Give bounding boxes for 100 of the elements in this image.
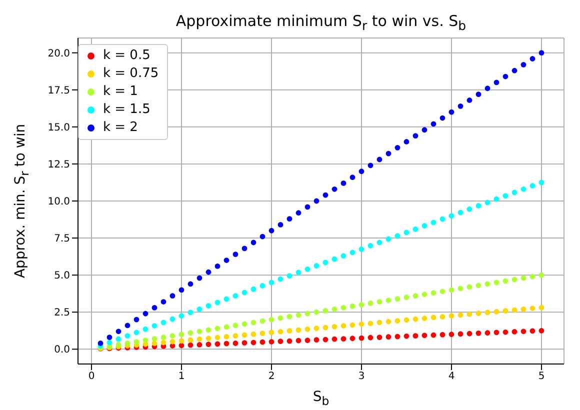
point — [332, 256, 338, 262]
point — [98, 340, 104, 346]
point — [214, 300, 220, 306]
point — [314, 309, 320, 315]
point — [286, 216, 292, 222]
point — [116, 336, 122, 342]
point — [368, 243, 374, 248]
point — [304, 266, 310, 272]
point — [358, 302, 364, 308]
point — [224, 324, 230, 330]
point — [376, 156, 382, 162]
point — [260, 330, 266, 336]
point — [170, 293, 176, 299]
point — [538, 50, 544, 56]
point — [152, 336, 158, 342]
point — [358, 335, 364, 341]
point — [376, 334, 382, 340]
y-tick-label: 7.5 — [54, 234, 70, 245]
y-tick-label: 20.0 — [48, 48, 70, 60]
point — [178, 287, 184, 293]
y-tick-label: 2.5 — [54, 308, 70, 319]
point — [476, 282, 482, 288]
point — [278, 276, 284, 282]
point — [422, 223, 428, 228]
point — [466, 330, 472, 336]
point — [458, 331, 464, 337]
point — [376, 240, 382, 246]
point — [538, 180, 544, 186]
point — [530, 56, 536, 62]
point — [476, 92, 482, 98]
point — [368, 162, 374, 168]
point — [142, 326, 148, 332]
point — [304, 338, 310, 343]
point — [368, 300, 374, 306]
point — [250, 340, 256, 346]
point — [394, 233, 400, 239]
point — [530, 183, 536, 188]
point — [286, 273, 292, 279]
point — [332, 336, 338, 342]
point — [340, 323, 346, 328]
point — [178, 313, 184, 319]
point — [512, 190, 518, 196]
point — [224, 334, 230, 340]
point — [296, 327, 302, 333]
point — [512, 328, 518, 334]
point — [332, 324, 338, 330]
point — [224, 296, 230, 302]
point — [250, 320, 256, 326]
point — [242, 290, 248, 296]
point — [350, 336, 356, 342]
point — [142, 338, 148, 343]
point — [250, 332, 256, 337]
point — [160, 299, 166, 304]
point — [206, 342, 212, 347]
point — [368, 320, 374, 326]
point — [502, 278, 508, 284]
y-tick-label: 0.0 — [54, 344, 70, 356]
point — [404, 294, 410, 300]
point — [196, 342, 202, 348]
x-tick-label: 1 — [178, 371, 185, 382]
point — [116, 328, 122, 334]
point — [188, 337, 194, 343]
point — [448, 287, 454, 293]
chart-title: Approximate minimum S$_{r}$ to win vs. S$_{b}$ — [174, 12, 468, 33]
point — [440, 288, 446, 294]
y-tick-label: 10.0 — [48, 196, 70, 208]
point — [512, 307, 518, 313]
point — [430, 121, 436, 127]
point — [512, 276, 518, 282]
point — [196, 275, 202, 281]
point — [394, 296, 400, 302]
point — [448, 213, 454, 219]
point — [340, 336, 346, 342]
point — [278, 338, 284, 344]
point — [268, 330, 274, 336]
point — [494, 280, 500, 286]
point — [448, 313, 454, 319]
point — [404, 230, 410, 236]
point — [124, 333, 130, 339]
point — [350, 174, 356, 180]
point — [494, 330, 500, 336]
point — [322, 308, 328, 314]
point — [412, 333, 418, 339]
point — [134, 330, 140, 336]
point — [422, 332, 428, 338]
point — [458, 210, 464, 216]
point — [394, 144, 400, 150]
point — [376, 320, 382, 326]
point — [304, 204, 310, 210]
point — [152, 340, 158, 346]
point — [422, 316, 428, 322]
point — [422, 127, 428, 133]
point — [386, 150, 392, 156]
point — [322, 260, 328, 266]
point — [314, 337, 320, 343]
point — [430, 332, 436, 338]
point — [206, 269, 212, 275]
point — [142, 310, 148, 316]
point — [232, 340, 238, 346]
x-tick-label: 0 — [88, 371, 95, 382]
